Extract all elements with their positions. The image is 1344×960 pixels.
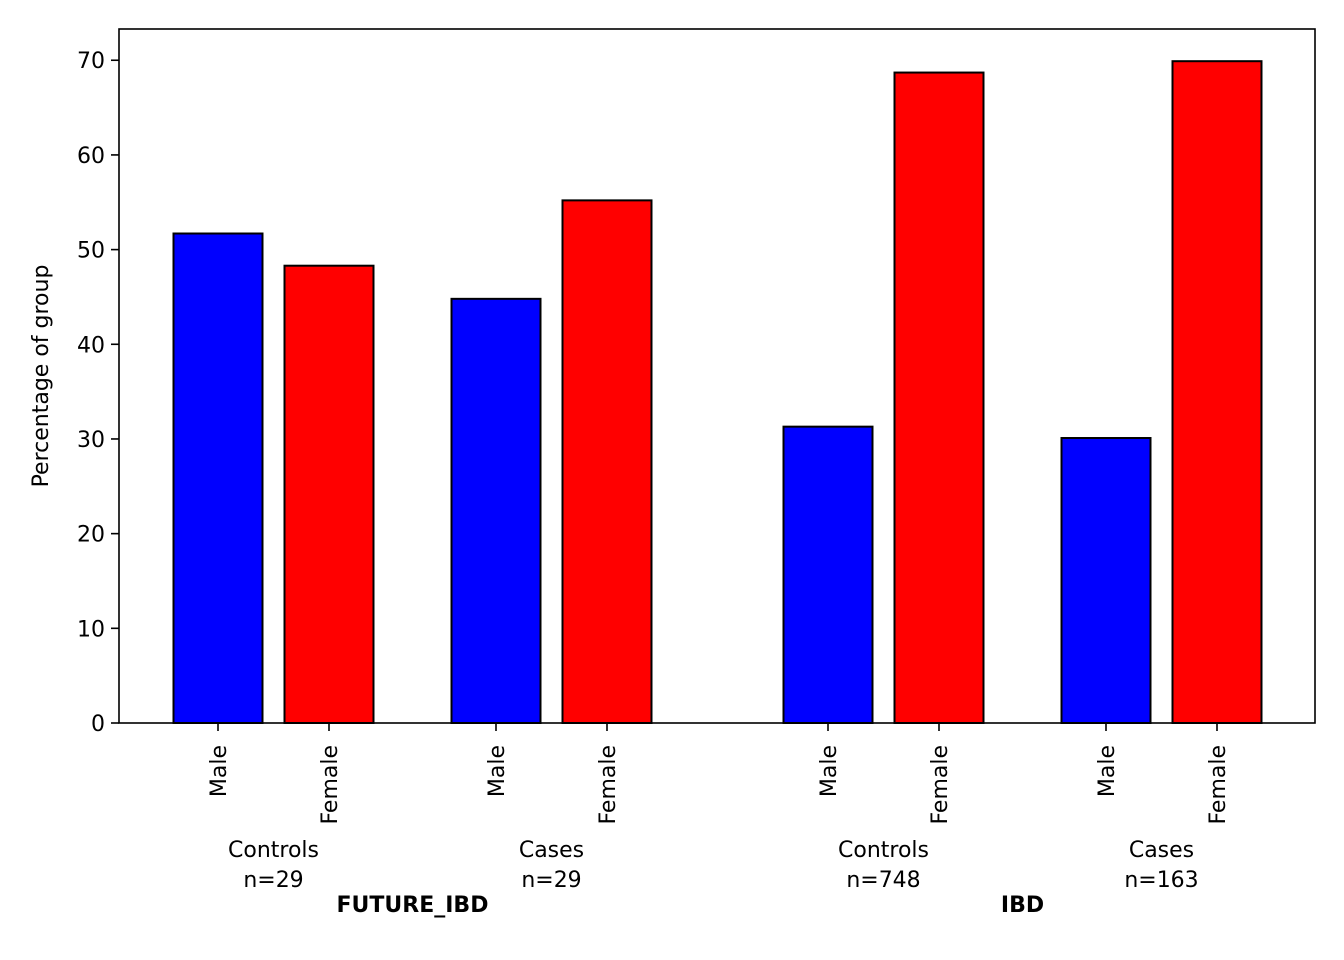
bars-layer: [172, 60, 1263, 725]
group-label: Cases: [1129, 838, 1194, 863]
bar-future-ibd-controls-male: [172, 232, 264, 724]
plot-frame: [118, 28, 1316, 724]
y-tick-label: 10: [77, 617, 105, 642]
x-tick-label: Female: [318, 745, 343, 825]
group-count-label: n=748: [846, 868, 920, 893]
y-axis: 0 10 20 30 40 50 60 70: [77, 49, 119, 737]
supergroup-label: FUTURE_IBD: [337, 893, 489, 918]
supergroup-label: IBD: [1001, 893, 1044, 918]
group-label: Controls: [838, 838, 929, 863]
group-count-label: n=29: [521, 868, 581, 893]
y-tick-label: 0: [91, 712, 105, 737]
bar-future-ibd-cases-female: [561, 199, 653, 725]
bar-ibd-controls-male: [782, 425, 874, 724]
y-tick-label: 50: [77, 239, 105, 264]
x-tick-label: Female: [928, 745, 953, 825]
x-tick-label: Male: [485, 745, 510, 797]
group-label: Controls: [228, 838, 319, 863]
bar-future-ibd-controls-female: [283, 264, 375, 724]
y-tick-label: 40: [77, 333, 105, 358]
x-tick-label: Female: [596, 745, 621, 825]
y-axis-label: Percentage of group: [29, 265, 54, 488]
group-label: Cases: [519, 838, 584, 863]
group-count-label: n=163: [1124, 868, 1198, 893]
x-tick-label: Male: [817, 745, 842, 797]
y-tick-label: 20: [77, 523, 105, 548]
group-count-label: n=29: [243, 868, 303, 893]
x-axis: Male Female Controls n=29 Male Female Cases n=2…: [207, 723, 1231, 918]
y-tick-label: 70: [77, 49, 105, 74]
x-tick-label: Male: [207, 745, 232, 797]
x-tick-label: Male: [1095, 745, 1120, 797]
x-tick-label: Female: [1206, 745, 1231, 825]
bar-ibd-controls-female: [893, 71, 985, 724]
y-tick-label: 30: [77, 428, 105, 453]
bar-future-ibd-cases-male: [450, 297, 542, 724]
y-tick-label: 60: [77, 144, 105, 169]
bar-ibd-cases-female: [1171, 60, 1263, 725]
bar-ibd-cases-male: [1060, 437, 1152, 724]
